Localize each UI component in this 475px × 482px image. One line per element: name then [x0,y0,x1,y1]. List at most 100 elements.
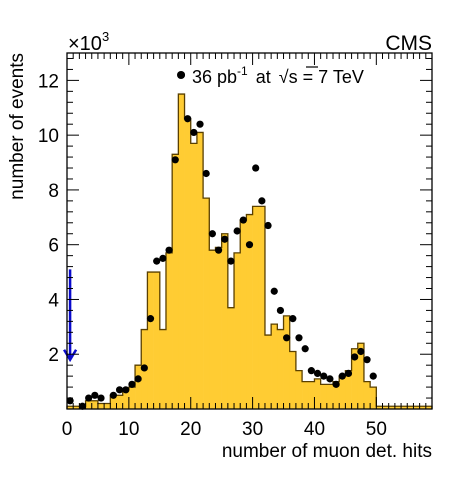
histogram-bar [277,329,284,409]
data-point [313,369,322,377]
histogram-bar [215,247,222,409]
data-point [85,394,93,402]
x-tick-label: 40 [304,419,325,440]
histogram-bar [357,343,365,409]
data-point [357,347,365,356]
histogram-bar [159,329,167,409]
histogram-bar [376,406,383,409]
data-point [165,246,173,254]
histogram-bar [104,403,111,409]
y-tick-label: 12 [38,71,59,92]
histogram-bar [388,406,396,409]
histogram-bar [172,154,179,409]
histogram-bar [326,384,334,409]
histogram-bar [165,252,173,409]
experiment-label: CMS [385,32,432,55]
histogram-bar [135,365,142,409]
x-axis-label: number of muon det. hits [222,441,432,462]
histogram-bar [128,387,136,409]
data-point [307,367,315,375]
energy-value: = 7 TeV [303,67,364,87]
histogram-bar [271,324,278,409]
data-point [301,345,309,353]
data-point [146,315,155,323]
data-point [134,375,142,383]
histogram-bar [425,406,433,409]
sqrt-argument: s [289,67,298,87]
histogram-bar [289,351,297,409]
histogram-bar [382,406,389,409]
y-tick-label: 4 [48,290,59,311]
data-point [239,216,247,224]
data-point [283,334,291,342]
histogram-bar [345,370,352,409]
histogram-bar [203,198,210,409]
data-point [128,380,136,388]
histogram-bar [97,403,105,409]
data-point [351,353,359,361]
data-point [91,391,99,399]
x-tick-label: 0 [62,419,73,440]
data-point [338,372,346,380]
histogram-bar [221,233,229,409]
data-point [214,246,223,254]
histogram-bar [283,315,291,409]
data-point [109,391,117,399]
data-point [115,386,124,394]
y-tick-label: 2 [48,345,59,366]
histogram-bar [302,381,309,409]
histogram-bar [314,378,321,409]
data-points-layer [66,71,377,410]
y-tick-label: 10 [38,126,59,147]
histogram-bar [116,395,123,409]
data-point [320,372,328,380]
histogram-bar [394,406,402,409]
data-point [208,230,216,238]
histogram-bar [351,348,359,409]
data-point [159,254,167,262]
luminosity-value: 36 pb [192,67,237,87]
data-point [289,315,297,323]
data-point [369,372,377,380]
histogram-bar [252,206,260,409]
histogram-bar [196,132,204,410]
histogram-bar [85,400,93,409]
sqrt-symbol: √ [279,67,289,87]
y-tick-label: 8 [48,181,59,202]
data-point [202,169,210,178]
histogram-bar [73,406,80,409]
histogram-bar [110,395,117,409]
histogram-bar [320,384,328,409]
histogram-layer [66,93,433,410]
data-point [252,164,260,172]
histogram-bar [227,307,235,409]
plot-frame [66,52,433,410]
histogram-bar [258,206,266,409]
axis-ticks-layer [66,53,433,409]
data-point [184,115,192,123]
data-point [97,394,105,402]
data-point [326,375,334,383]
histogram-bar [122,389,130,409]
histogram-bar [246,214,253,409]
y-tick-labels: 2 4 6 8 10 12 [38,71,60,366]
y-tick-label: 6 [48,236,59,257]
histogram-bar [401,406,408,409]
luminosity-annotation: 36 pb-1 at √s = 7 TeV [192,64,364,87]
histogram-bar [308,381,315,409]
y-axis-label: number of events [7,53,28,200]
histogram-bar [234,252,241,409]
data-point [190,128,198,137]
x-tick-label: 20 [180,419,201,440]
data-point [270,287,278,295]
x-tick-label: 50 [366,419,387,440]
data-point [78,402,87,410]
histogram-bar [240,220,247,409]
data-point [295,334,303,342]
histogram-bar [333,381,340,409]
data-point [258,197,266,205]
data-point [227,257,235,265]
histogram-bar [264,335,272,409]
histogram-bar [184,118,192,409]
